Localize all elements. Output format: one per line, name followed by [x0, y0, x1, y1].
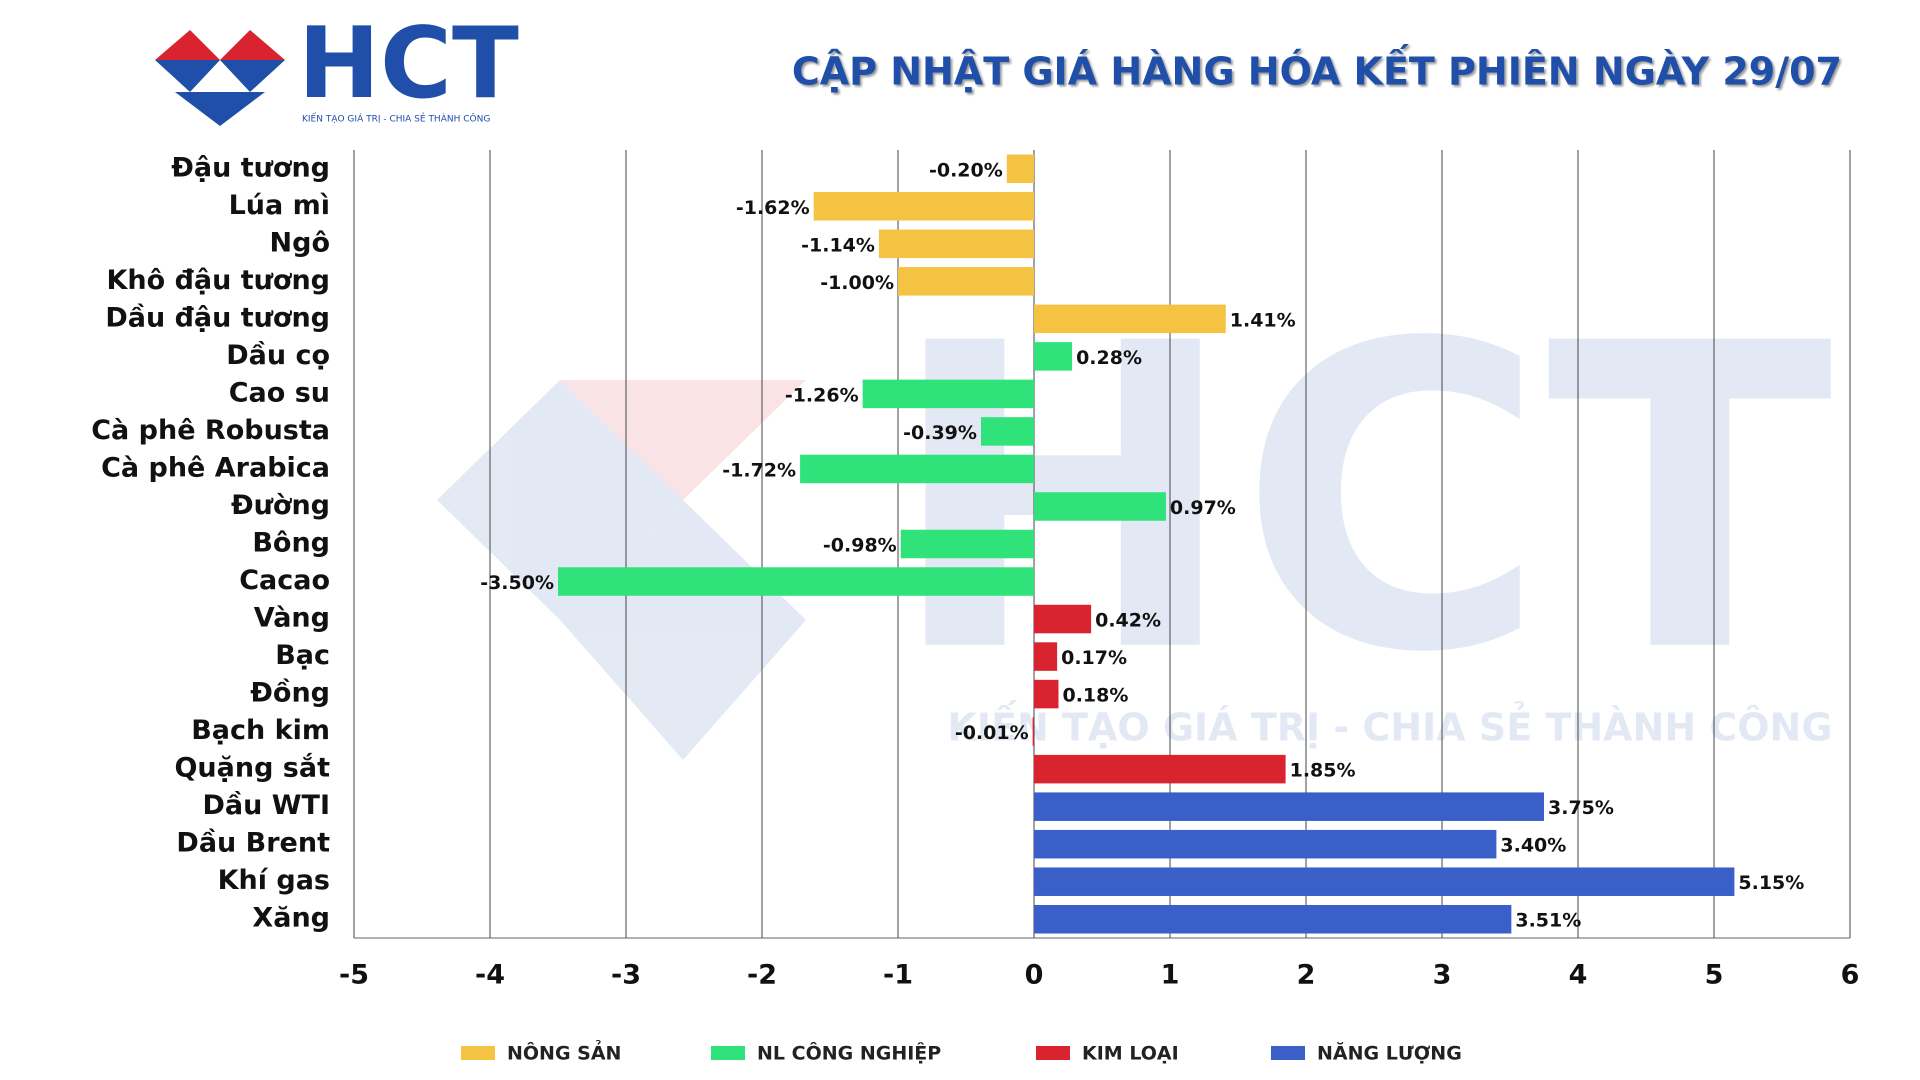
x-tick-label: 1	[1161, 960, 1180, 991]
watermark-text: HCT	[887, 256, 1835, 745]
category-label: Vàng	[254, 603, 330, 634]
bar	[1034, 604, 1092, 634]
legend-label: NL CÔNG NGHIỆP	[757, 1041, 941, 1065]
value-label: -0.39%	[903, 422, 977, 444]
bar	[1034, 904, 1512, 934]
value-label: 0.28%	[1076, 347, 1142, 369]
value-label: 3.40%	[1500, 835, 1566, 857]
x-tick-label: -4	[475, 960, 505, 991]
bar	[1034, 492, 1166, 521]
bar	[878, 229, 1034, 259]
value-label: -1.26%	[785, 384, 859, 406]
category-label: Khí gas	[218, 865, 330, 896]
category-label: Đường	[231, 490, 330, 521]
legend-label: NÔNG SẢN	[507, 1040, 621, 1065]
legend-swatch	[1271, 1046, 1305, 1060]
category-label: Dầu Brent	[176, 828, 330, 859]
category-label: Dầu cọ	[226, 340, 330, 371]
logo-text: HCT	[298, 7, 519, 121]
value-label: 0.42%	[1095, 610, 1161, 632]
category-label: Quặng sắt	[174, 753, 330, 784]
x-tick-label: -3	[611, 960, 641, 991]
category-label: Đậu tương	[171, 152, 330, 183]
category-label: Dầu WTI	[203, 790, 331, 821]
category-label: Bạch kim	[191, 715, 330, 746]
value-label: 1.85%	[1290, 760, 1356, 782]
category-label: Cà phê Robusta	[91, 415, 330, 446]
value-label: -0.98%	[823, 535, 897, 557]
bar	[1006, 154, 1034, 184]
bar	[1034, 792, 1544, 821]
bar	[558, 567, 1034, 596]
x-tick-label: 5	[1705, 960, 1724, 991]
value-label: 1.41%	[1230, 309, 1296, 331]
value-label: -1.72%	[722, 459, 796, 481]
bar	[813, 192, 1034, 221]
value-label: -1.14%	[801, 234, 875, 256]
bar	[980, 417, 1034, 446]
chart-title: CẬP NHẬT GIÁ HÀNG HÓA KẾT PHIÊN NGÀY 29/…	[792, 45, 1842, 94]
category-label: Cacao	[239, 565, 330, 596]
value-label: -1.00%	[820, 272, 894, 294]
watermark-tagline: KIẾN TẠO GIÁ TRỊ - CHIA SẺ THÀNH CÔNG	[947, 701, 1832, 750]
x-tick-label: -5	[339, 960, 369, 991]
legend-swatch	[1036, 1046, 1070, 1060]
bar	[800, 454, 1034, 484]
category-label: Cà phê Arabica	[101, 452, 330, 483]
legend-label: KIM LOẠI	[1082, 1043, 1179, 1065]
value-label: 0.17%	[1061, 647, 1127, 669]
bar	[1034, 642, 1058, 671]
category-label: Bạc	[275, 640, 330, 671]
value-label: -1.62%	[736, 197, 810, 219]
bar	[1034, 829, 1497, 859]
bar	[1034, 679, 1059, 709]
logo: HCT KIẾN TẠO GIÁ TRỊ - CHIA SẺ THÀNH CÔN…	[155, 7, 519, 126]
legend-swatch	[711, 1046, 745, 1060]
category-label: Xăng	[252, 903, 330, 934]
value-label: 0.97%	[1170, 497, 1236, 519]
category-label: Cao su	[229, 377, 330, 408]
bar	[1034, 342, 1073, 371]
x-tick-label: -1	[883, 960, 913, 991]
legend-swatch	[461, 1046, 495, 1060]
category-label: Đồng	[250, 678, 330, 709]
bar	[1034, 867, 1735, 896]
bar	[1034, 754, 1286, 784]
value-label: 5.15%	[1738, 872, 1804, 894]
x-tick-label: 0	[1025, 960, 1044, 991]
bar	[1034, 304, 1226, 334]
x-tick-label: 4	[1569, 960, 1588, 991]
bar	[862, 379, 1034, 409]
logo-tagline: KIẾN TẠO GIÁ TRỊ - CHIA SẺ THÀNH CÔNG	[302, 113, 490, 125]
value-label: -0.20%	[929, 159, 1003, 181]
value-label: 3.75%	[1548, 797, 1614, 819]
category-label: Lúa mì	[229, 190, 330, 221]
bar	[1032, 717, 1034, 746]
value-label: -0.01%	[955, 722, 1029, 744]
category-label: Dầu đậu tương	[105, 302, 330, 333]
x-tick-label: 6	[1841, 960, 1860, 991]
x-tick-label: 2	[1297, 960, 1316, 991]
bar	[898, 267, 1034, 296]
x-tick-label: -2	[747, 960, 777, 991]
bar	[900, 529, 1034, 559]
category-label: Bông	[252, 528, 330, 559]
value-label: -3.50%	[480, 572, 554, 594]
legend-label: NĂNG LƯỢNG	[1317, 1041, 1462, 1065]
category-label: Khô đậu tương	[107, 265, 331, 296]
value-label: 0.18%	[1062, 685, 1128, 707]
category-label: Ngô	[270, 227, 330, 258]
x-tick-label: 3	[1433, 960, 1452, 991]
value-label: 3.51%	[1515, 910, 1581, 932]
